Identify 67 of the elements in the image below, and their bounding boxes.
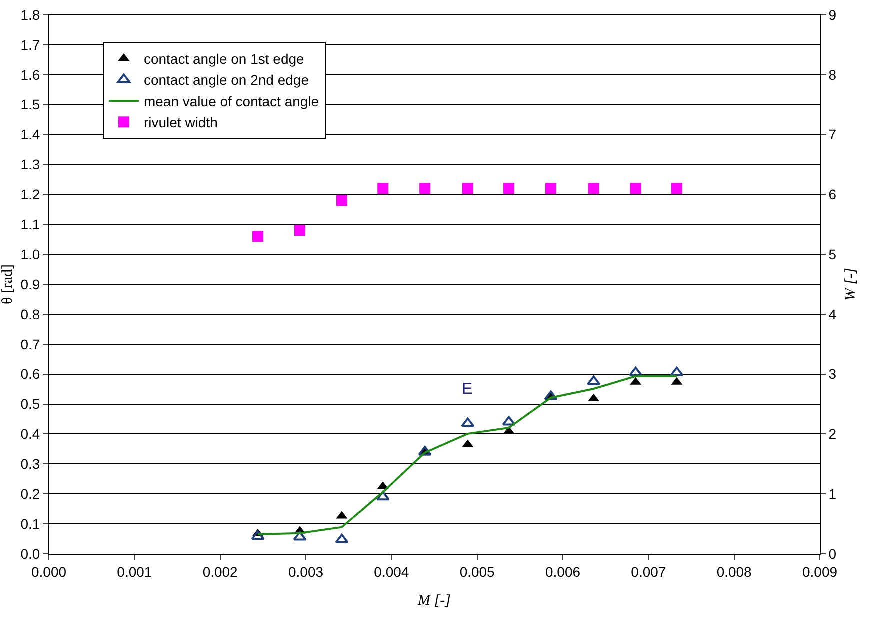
y-tick-label: 0.0 (20, 546, 40, 562)
y-tick-label: 0.9 (20, 276, 40, 292)
y2-tick-label: 0 (828, 546, 837, 562)
point (502, 416, 516, 426)
y-tick-label: 1.3 (20, 156, 40, 173)
y-tick-label: 1.8 (20, 6, 40, 23)
x-tick-label: 0.002 (202, 564, 238, 580)
y2-tick-label: 3 (828, 366, 837, 382)
y2-axis-title: W [-] (842, 268, 859, 301)
x-tick-label: 0.005 (460, 564, 496, 580)
y2-tick-label: 9 (828, 6, 837, 23)
y-tick-label: 0.4 (20, 426, 40, 442)
point (629, 366, 643, 376)
y-tick-label: 1.0 (20, 246, 40, 262)
y-tick-label: 0.6 (20, 366, 40, 382)
x-tick-label: 0.001 (117, 564, 152, 580)
y-tick-label: 0.2 (20, 486, 40, 502)
y2-tick-label: 2 (828, 426, 837, 442)
point (378, 183, 389, 194)
y-tick-label: 1.7 (20, 36, 40, 53)
point (293, 531, 307, 541)
legend-label: mean value of contact angle (144, 93, 320, 110)
y2-tick-label: 5 (828, 246, 837, 262)
y-tick-label: 1.4 (20, 126, 40, 143)
annotation: E (462, 381, 473, 398)
point (461, 418, 475, 428)
point (252, 231, 264, 242)
y2-tick-label: 8 (828, 66, 837, 83)
point (462, 183, 474, 194)
x-tick-label: 0.003 (288, 564, 324, 580)
y2-tick-label: 4 (828, 306, 837, 322)
x-tick-label: 0.008 (716, 564, 752, 580)
point (251, 530, 265, 540)
point (671, 183, 682, 194)
y2-tick-label: 7 (828, 126, 837, 143)
y-tick-label: 1.5 (20, 96, 40, 113)
x-tick-label: 0.000 (31, 564, 67, 580)
point (420, 183, 431, 194)
point (336, 195, 348, 206)
legend-label: contact angle on 2nd edge (144, 72, 310, 88)
x-tick-label: 0.007 (631, 564, 666, 580)
x-tick-label: 0.006 (545, 564, 581, 580)
point (587, 376, 601, 386)
point (335, 534, 349, 544)
legend-label: rivulet width (144, 114, 218, 131)
y-tick-label: 0.1 (20, 516, 40, 532)
y2-tick-label: 6 (828, 186, 837, 203)
x-axis-title: M [-] (417, 592, 452, 609)
y-tick-label: 0.3 (20, 456, 40, 472)
legend-label: contact angle on 1st edge (144, 51, 305, 68)
y-tick-label: 1.6 (20, 66, 40, 83)
y-tick-label: 0.8 (20, 306, 40, 322)
point (546, 183, 557, 194)
point (376, 491, 390, 501)
point (670, 366, 684, 376)
y-tick-label: 0.7 (20, 336, 40, 352)
point (630, 183, 642, 194)
y-tick-label: 1.1 (20, 216, 40, 233)
x-tick-label: 0.004 (374, 564, 410, 580)
y-tick-label: 1.2 (20, 186, 40, 203)
y2-tick-label: 1 (828, 486, 837, 502)
point (294, 225, 306, 236)
x-tick-label: 0.009 (802, 564, 838, 580)
y-tick-label: 0.5 (20, 396, 40, 412)
point (504, 183, 515, 194)
point (588, 183, 600, 194)
y-axis-title: θ [rad] (0, 264, 16, 305)
